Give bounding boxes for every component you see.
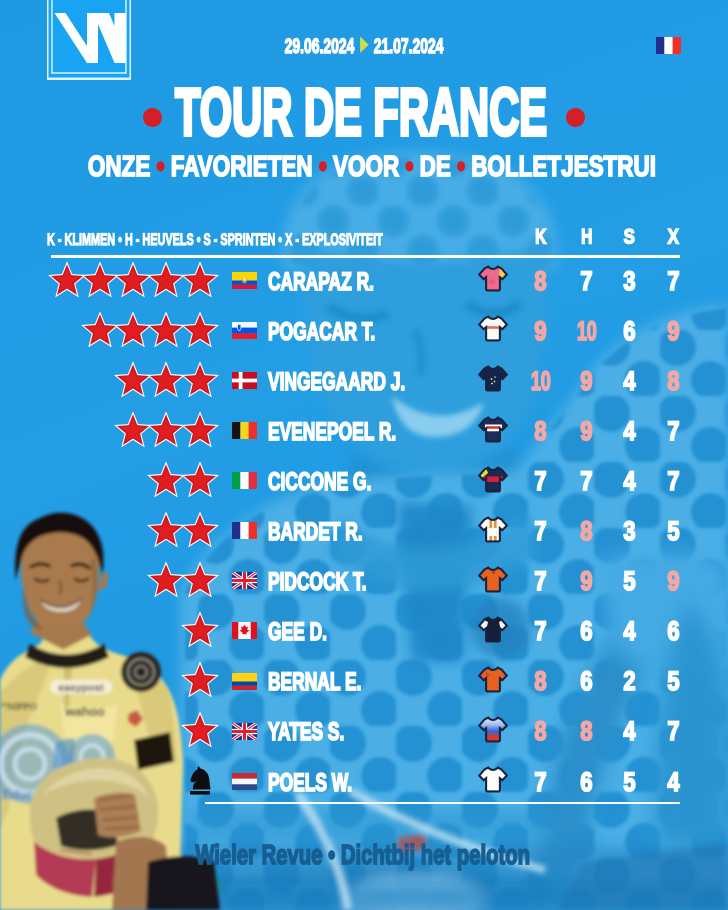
svg-text:easypost: easypost — [58, 682, 104, 694]
svg-text:“NIPPO: “NIPPO — [1, 702, 37, 713]
svg-text:wahoo: wahoo — [64, 705, 105, 719]
